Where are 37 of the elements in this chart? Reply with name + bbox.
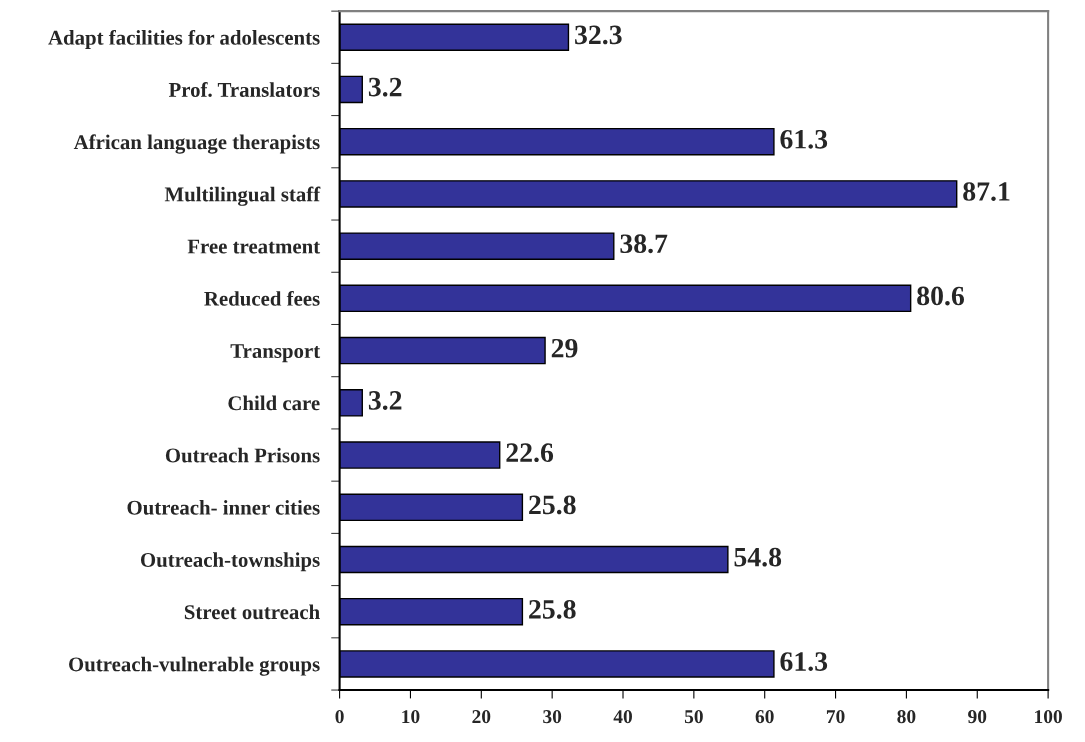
- y-tick-label: Reduced fees: [204, 290, 320, 306]
- data-label: 25.8: [529, 495, 576, 515]
- y-tick-label: Free treatment: [187, 239, 321, 254]
- x-tick-label: 10: [402, 710, 420, 724]
- x-tick-label: 20: [472, 710, 491, 724]
- data-label: 87.1: [963, 182, 1010, 201]
- data-label: 32.3: [575, 25, 622, 45]
- x-tick-label: 70: [826, 710, 845, 724]
- y-tick-label: Outreach-vulnerable groups: [69, 656, 320, 676]
- x-tick-label: 50: [684, 710, 703, 724]
- data-label: 61.3: [780, 129, 828, 149]
- data-label: 29: [551, 338, 578, 358]
- y-tick-label: Outreach-townships: [140, 552, 320, 572]
- x-tick-label: 30: [543, 710, 562, 724]
- x-tick-label: 0: [335, 710, 344, 724]
- y-tick-label: Street outreach: [184, 604, 320, 620]
- x-tick-label: 40: [613, 710, 632, 724]
- y-tick-label: Transport: [230, 344, 321, 363]
- y-tick-label: Prof. Translators: [168, 82, 320, 97]
- data-label: 61.3: [780, 652, 828, 672]
- data-label: 3.2: [368, 391, 402, 410]
- data-label: 3.2: [368, 77, 402, 97]
- y-tick-label: Child care: [228, 395, 320, 411]
- y-tick-label: Outreach Prisons: [165, 447, 320, 463]
- x-tick-label: 60: [755, 710, 774, 724]
- y-tick-label: Adapt facilities for adolescents: [48, 29, 320, 50]
- data-label: 54.8: [734, 547, 782, 567]
- y-tick-label: Outreach- inner cities: [127, 500, 320, 515]
- data-label: 38.7: [620, 234, 668, 254]
- data-label: 25.8: [529, 599, 576, 619]
- data-label: 80.6: [917, 286, 965, 306]
- x-tick-label: 80: [897, 710, 916, 724]
- x-tick-label: 100: [1035, 710, 1062, 724]
- y-tick-label: African language therapists: [73, 134, 320, 154]
- y-tick-label: Multilingual staff: [164, 186, 321, 206]
- x-tick-label: 90: [968, 710, 987, 724]
- data-label: 22.6: [506, 443, 554, 463]
